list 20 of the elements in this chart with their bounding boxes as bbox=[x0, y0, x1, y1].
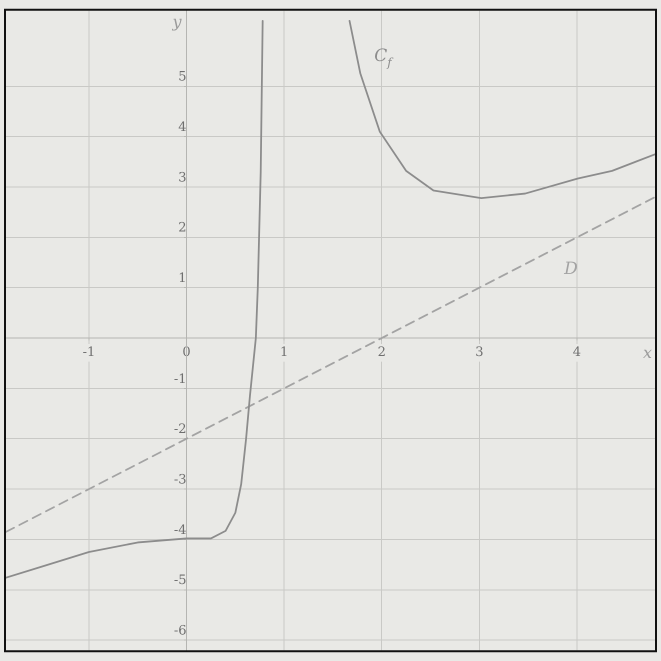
y-tick-label: 1 bbox=[178, 271, 187, 286]
series-label: D bbox=[563, 258, 578, 279]
y-tick-label: 3 bbox=[178, 170, 187, 186]
x-tick-label: 0 bbox=[182, 345, 191, 360]
x-tick-label: -1 bbox=[82, 345, 96, 360]
y-tick-label: -5 bbox=[174, 573, 187, 588]
x-tick-label: 2 bbox=[378, 345, 386, 360]
y-tick-label: 2 bbox=[178, 220, 187, 236]
x-tick-label: 4 bbox=[572, 345, 582, 360]
y-axis-title: y bbox=[172, 12, 183, 31]
x-tick-label: 1 bbox=[280, 345, 288, 360]
y-tick-label: -4 bbox=[174, 522, 187, 538]
x-tick-label: 3 bbox=[475, 345, 484, 360]
x-axis-title: x bbox=[643, 343, 652, 362]
y-tick-label: 4 bbox=[178, 120, 187, 136]
y-tick-label: 5 bbox=[178, 70, 187, 85]
y-tick-label: -2 bbox=[174, 422, 187, 438]
y-tick-label: -1 bbox=[174, 372, 187, 387]
y-tick-label: -3 bbox=[174, 472, 187, 488]
y-tick-label: -6 bbox=[174, 624, 187, 639]
